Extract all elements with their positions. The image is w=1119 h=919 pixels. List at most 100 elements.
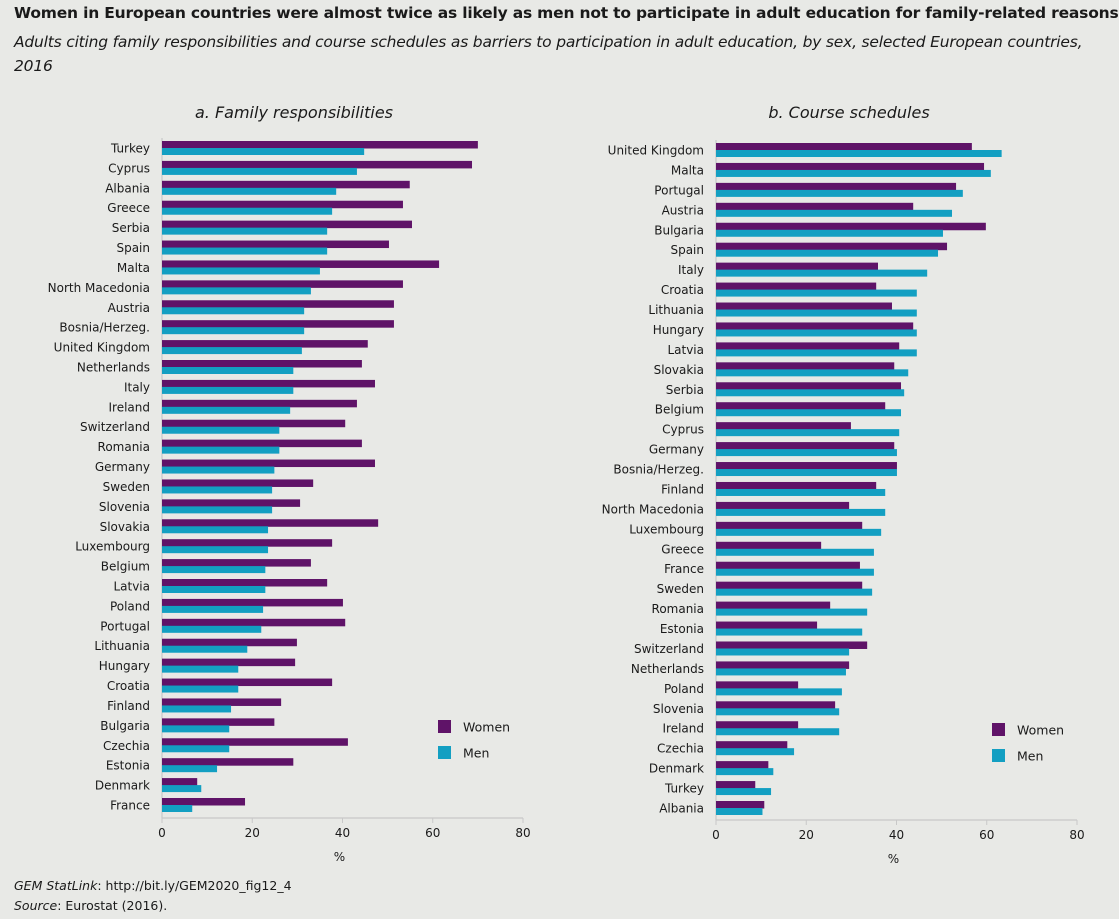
panel-title: b. Course schedules xyxy=(768,103,929,122)
bar-men xyxy=(716,748,795,756)
bar-men xyxy=(162,526,269,534)
category-label: Spain xyxy=(670,243,704,257)
source-label: Source xyxy=(14,898,58,913)
x-tick-label: 0 xyxy=(158,826,166,840)
bar-women xyxy=(716,282,877,291)
bar-men xyxy=(162,307,305,315)
bar-men xyxy=(162,586,266,593)
bar-men xyxy=(162,685,239,693)
bar-men xyxy=(716,608,868,616)
bar-women xyxy=(716,262,878,271)
bar-women xyxy=(716,601,831,610)
bar-men xyxy=(716,249,939,257)
category-label: Greece xyxy=(661,542,704,556)
bar-men xyxy=(162,745,230,753)
bar-men xyxy=(162,227,328,235)
bar-men xyxy=(162,207,333,215)
bar-women xyxy=(162,141,478,149)
x-tick-label: 40 xyxy=(335,826,350,840)
legend-swatch-women xyxy=(438,720,451,733)
bar-men xyxy=(162,367,294,374)
category-label: Sweden xyxy=(657,582,704,596)
category-label: North Macedonia xyxy=(602,502,704,516)
bar-women xyxy=(162,638,297,647)
bar-men xyxy=(162,187,337,195)
bar-men xyxy=(162,386,294,394)
bar-men xyxy=(162,805,193,812)
bar-women xyxy=(162,678,333,687)
bar-men xyxy=(162,506,273,514)
legend-swatch-men xyxy=(992,749,1005,762)
bar-women xyxy=(716,541,822,550)
category-label: United Kingdom xyxy=(54,341,150,355)
source-text: : Eurostat (2016). xyxy=(57,898,168,913)
panel-title: a. Family responsibilities xyxy=(195,103,393,122)
bar-women xyxy=(716,442,895,450)
category-label: France xyxy=(110,799,150,813)
category-label: Luxembourg xyxy=(75,540,150,554)
bar-women xyxy=(716,641,868,649)
category-label: Slovenia xyxy=(653,702,704,716)
x-axis-label: % xyxy=(334,850,345,864)
category-label: Ireland xyxy=(662,722,704,736)
bar-women xyxy=(162,618,346,627)
bar-men xyxy=(162,785,202,793)
bar-men xyxy=(716,329,917,337)
category-label: Malta xyxy=(671,163,704,177)
bar-men xyxy=(716,349,917,357)
bar-women xyxy=(162,778,198,786)
category-label: Finland xyxy=(107,699,150,713)
statlink-url[interactable]: : http://bit.ly/GEM2020_fig12_4 xyxy=(97,878,292,893)
category-label: Finland xyxy=(661,482,704,496)
x-tick-label: 60 xyxy=(425,826,440,840)
bar-men xyxy=(716,628,863,636)
category-label: Albania xyxy=(105,181,150,195)
bar-women xyxy=(162,360,362,368)
bar-men xyxy=(162,287,311,295)
bar-women xyxy=(162,240,389,249)
category-label: Austria xyxy=(662,203,704,217)
category-label: Belgium xyxy=(101,560,150,574)
bar-women xyxy=(162,340,368,348)
bar-women xyxy=(162,200,403,209)
bar-women xyxy=(162,300,394,308)
bar-women xyxy=(716,242,948,251)
bar-men xyxy=(716,189,963,197)
category-label: Netherlands xyxy=(77,361,150,375)
bar-men xyxy=(162,725,230,733)
category-label: Turkey xyxy=(664,782,704,796)
bar-women xyxy=(716,721,799,729)
category-label: Estonia xyxy=(660,622,704,636)
category-label: Slovakia xyxy=(100,520,150,534)
category-label: Germany xyxy=(649,443,704,457)
bar-women xyxy=(716,362,895,370)
category-label: Switzerland xyxy=(634,642,704,656)
bar-women xyxy=(162,698,282,706)
bar-women xyxy=(716,581,863,590)
category-label: Croatia xyxy=(107,679,150,693)
category-label: Bosnia/Herzeg. xyxy=(613,463,704,477)
bar-women xyxy=(162,579,328,587)
legend-label-women: Women xyxy=(463,720,510,735)
category-label: Belgium xyxy=(655,403,704,417)
category-label: Croatia xyxy=(661,283,704,297)
bar-women xyxy=(162,758,294,766)
bar-women xyxy=(716,342,900,350)
category-label: Serbia xyxy=(666,383,704,397)
bar-women xyxy=(716,162,985,171)
bar-women xyxy=(162,419,346,428)
statlink-label: GEM StatLink xyxy=(14,878,98,893)
bar-women xyxy=(162,598,343,607)
category-label: Slovenia xyxy=(99,500,150,514)
bar-women xyxy=(162,180,410,189)
category-label: Albania xyxy=(659,802,704,816)
category-label: Denmark xyxy=(95,779,150,793)
bar-women xyxy=(716,462,897,470)
bar-women xyxy=(162,539,333,547)
bar-men xyxy=(716,229,943,237)
category-label: Greece xyxy=(107,201,150,215)
legend-label-men: Men xyxy=(1017,749,1043,764)
bar-women xyxy=(162,160,473,169)
bar-women xyxy=(162,559,311,567)
